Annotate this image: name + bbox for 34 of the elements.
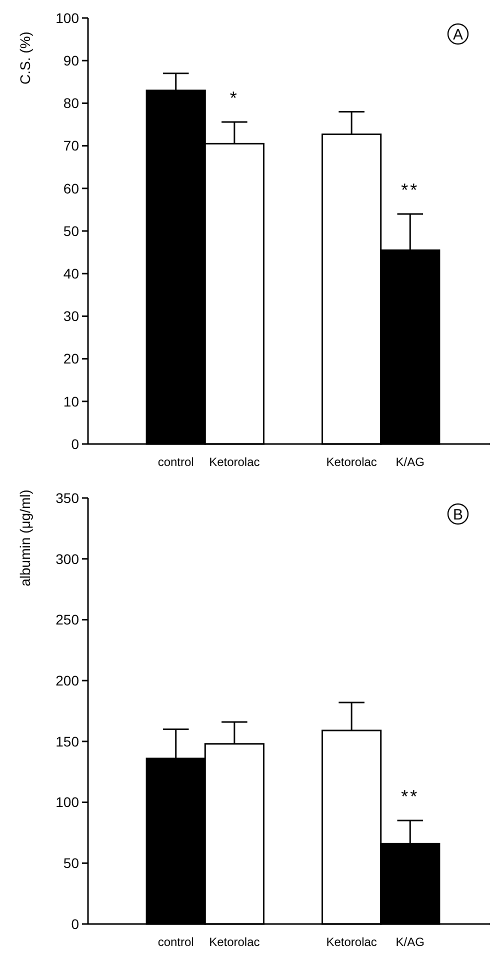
- text: B: [452, 506, 464, 524]
- x-tick-label: control: [158, 455, 194, 469]
- y-tick-label: 10: [63, 393, 80, 410]
- x-tick-label: K/AG: [396, 455, 424, 469]
- x-tick-label: K/AG: [396, 935, 424, 949]
- x-tick-label: control: [158, 935, 194, 949]
- y-tick-label: 50: [63, 222, 80, 239]
- y-tick-label: 0: [71, 916, 80, 932]
- y-tick-label: 300: [56, 550, 80, 567]
- y-tick-label: 100: [56, 794, 80, 810]
- y-tick-label: 80: [63, 95, 80, 112]
- y-tick-label: 350: [56, 490, 80, 506]
- x-tick-label: Ketorolac: [209, 455, 260, 469]
- y-tick-label: 20: [63, 350, 80, 367]
- annotation: *: [230, 88, 239, 108]
- text: A: [452, 26, 464, 44]
- y-tick-label: 30: [63, 308, 80, 324]
- annotation: **: [401, 786, 420, 807]
- y-tick-label: 90: [63, 52, 80, 68]
- x-tick-label: Ketorolac: [209, 935, 260, 949]
- x-tick-label: Ketorolac: [326, 935, 377, 949]
- y-tick-label: 50: [63, 855, 80, 872]
- y-tick-label: 40: [63, 266, 80, 282]
- annotation: **: [401, 180, 420, 200]
- y-tick-label: 70: [63, 138, 80, 154]
- y-tick-label: 200: [56, 672, 80, 688]
- y-tick-label: 150: [56, 733, 80, 750]
- y-tick-label: 0: [71, 436, 80, 452]
- y-tick-label: 100: [56, 10, 80, 26]
- x-tick-label: Ketorolac: [326, 455, 377, 469]
- y-axis-title: C.S. (%): [17, 32, 33, 84]
- y-tick-label: 60: [63, 180, 80, 196]
- y-axis-title: albumin (μg/ml): [17, 490, 33, 586]
- y-tick-label: 250: [56, 612, 80, 628]
